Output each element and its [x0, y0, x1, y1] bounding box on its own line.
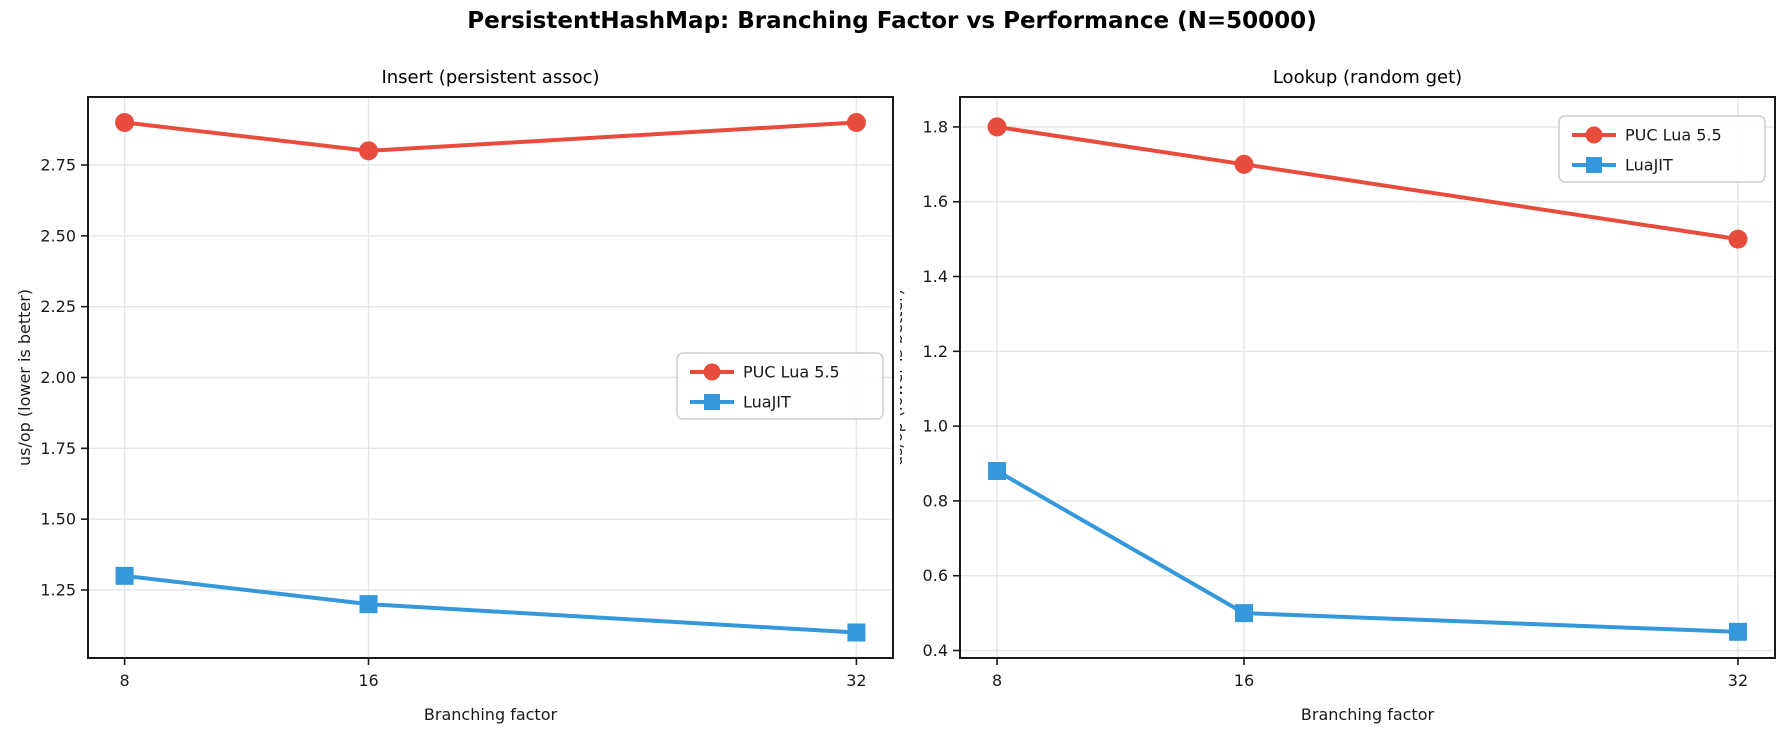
x-tick-label: 8 [992, 671, 1002, 690]
legend-label: LuaJIT [743, 393, 791, 412]
x-tick-label: 16 [1234, 671, 1254, 690]
legend-label: LuaJIT [1625, 156, 1673, 175]
x-tick-label: 16 [358, 671, 378, 690]
circle-marker [1234, 154, 1254, 174]
y-tick-label: 2.50 [40, 226, 76, 245]
x-tick-label: 32 [1728, 671, 1748, 690]
y-tick-label: 2.75 [40, 156, 76, 175]
circle-marker [846, 113, 866, 132]
y-tick-label: 1.25 [40, 581, 76, 600]
legend-square-marker [1586, 157, 1602, 173]
y-tick-label: 1.75 [40, 439, 76, 458]
figure-title: PersistentHashMap: Branching Factor vs P… [467, 8, 1317, 34]
square-marker [359, 595, 378, 614]
circle-marker [1728, 229, 1748, 249]
x-axis: 8 16 32 [119, 658, 867, 690]
legend: PUC Lua 5.5 LuaJIT [676, 352, 884, 420]
x-tick-label: 32 [846, 671, 866, 690]
y-tick-label: 2.00 [40, 368, 76, 387]
y-axis-label: us/op (lower is better) [15, 289, 34, 466]
series-line-puc-lua-5-5 [122, 120, 859, 153]
circle-marker [987, 117, 1007, 137]
circle-marker [359, 141, 379, 161]
y-tick-label: 1.6 [923, 192, 948, 211]
gridlines [960, 97, 1775, 658]
y-tick-label: 1.0 [923, 417, 948, 436]
legend-square-marker [704, 394, 720, 410]
y-axis: 0.4 0.6 0.8 1.0 1.2 1.4 1.6 1.8 [923, 117, 960, 660]
y-tick-label: 1.50 [40, 510, 76, 529]
lookup-chart: 8 16 32 0.4 0.6 0.8 1.0 1.2 1.4 1.6 1.8 Lookup (ran… [900, 67, 1776, 724]
y-axis: 1.25 1.50 1.75 2.00 2.25 2.50 2.75 [40, 156, 88, 600]
square-marker [1728, 622, 1747, 641]
y-tick-label: 0.4 [923, 641, 948, 660]
legend-circle-marker [703, 363, 721, 381]
y-tick-label: 1.8 [923, 117, 948, 136]
square-marker [847, 623, 866, 642]
series-line-luajit [995, 469, 1740, 634]
y-tick-label: 0.6 [923, 566, 948, 585]
y-tick-label: 1.4 [923, 267, 948, 286]
subplot-title: Insert (persistent assoc) [381, 67, 599, 88]
legend-circle-marker [1585, 126, 1603, 144]
circle-marker [115, 113, 135, 132]
x-tick-label: 8 [119, 671, 129, 690]
square-marker [115, 566, 134, 585]
x-axis-label: Branching factor [424, 705, 558, 724]
series-line-luajit [122, 573, 859, 635]
x-axis-label: Branching factor [1301, 705, 1435, 724]
legend: PUC Lua 5.5 LuaJIT [1558, 115, 1766, 183]
y-tick-label: 1.2 [923, 342, 948, 361]
x-axis: 8 16 32 [992, 658, 1748, 690]
legend-label: PUC Lua 5.5 [743, 363, 840, 382]
y-tick-label: 2.25 [40, 297, 76, 316]
square-marker [988, 462, 1007, 480]
insert-chart: 8 16 32 1.25 1.50 1.75 2.00 2.25 2.50 2.75 Insert … [15, 67, 894, 724]
legend-label: PUC Lua 5.5 [1625, 126, 1722, 145]
y-tick-label: 0.8 [923, 491, 948, 510]
square-marker [1235, 604, 1254, 623]
plot-border [959, 96, 1776, 659]
y-axis-label: us/op (lower is better) [900, 289, 906, 466]
subplot-title: Lookup (random get) [1273, 67, 1462, 88]
